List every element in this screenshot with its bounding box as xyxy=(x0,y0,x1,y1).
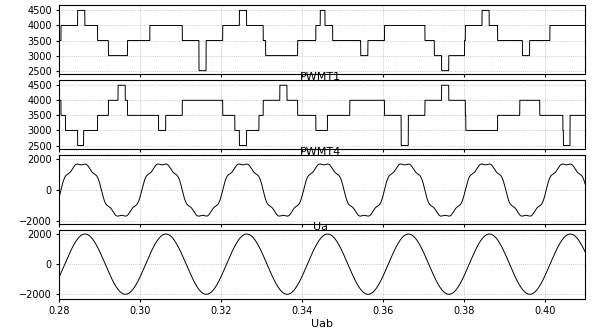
Text: PWMT4: PWMT4 xyxy=(300,147,342,157)
X-axis label: Uab: Uab xyxy=(311,319,333,329)
Text: Ua: Ua xyxy=(313,222,328,232)
Text: PWMT1: PWMT1 xyxy=(300,72,342,82)
